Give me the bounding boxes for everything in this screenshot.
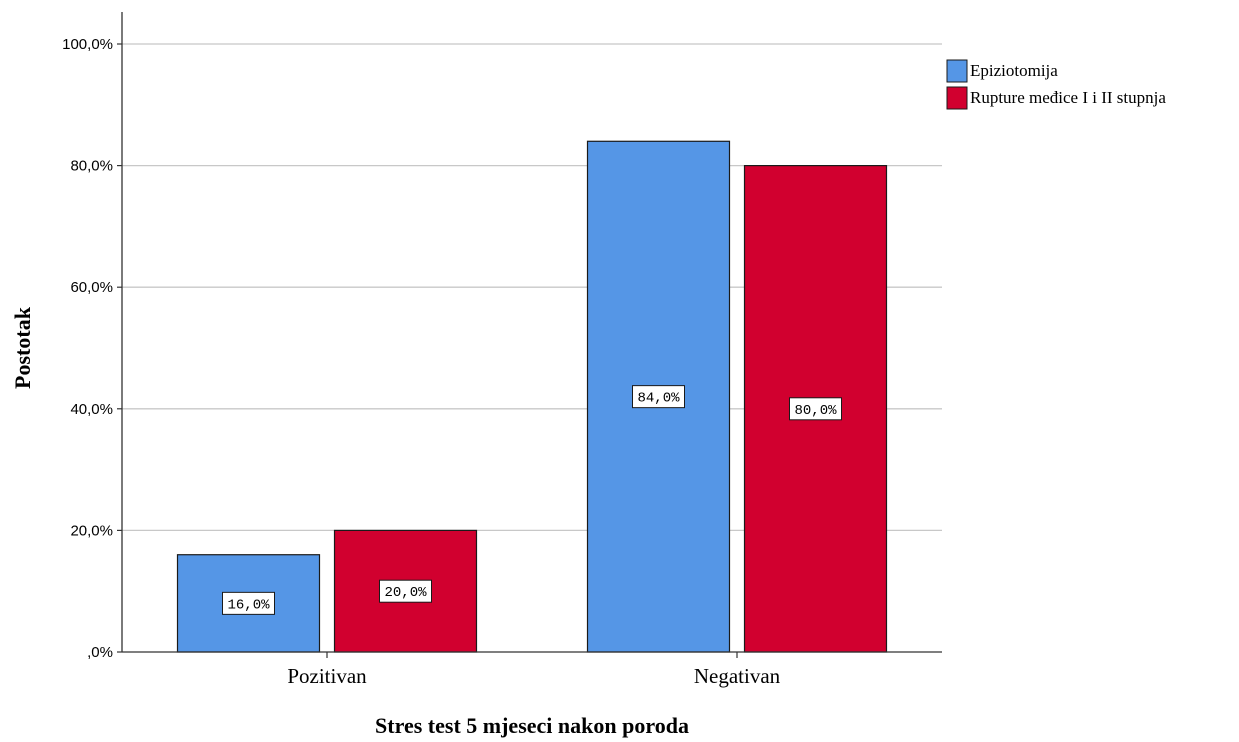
legend-label: Epiziotomija	[970, 61, 1058, 80]
data-label-box	[379, 579, 432, 603]
data-label: 20,0%	[384, 585, 427, 601]
data-label: 84,0%	[637, 391, 680, 407]
y-tick-label: 60,0%	[70, 279, 113, 296]
y-tick-label: 100,0%	[62, 36, 113, 53]
y-tick-label: 20,0%	[70, 522, 113, 539]
y-tick-label: 80,0%	[70, 158, 113, 175]
y-tick-label: 40,0%	[70, 401, 113, 418]
data-label-box	[789, 397, 842, 421]
data-label: 80,0%	[794, 403, 837, 419]
x-axis-title: Stres test 5 mjeseci nakon poroda	[375, 713, 689, 738]
legend-label: Rupture međice I i II stupnja	[970, 88, 1166, 107]
legend: Epiziotomija Rupture međice I i II stupnj…	[946, 59, 1166, 110]
x-category-label: Negativan	[694, 664, 781, 688]
axes	[117, 12, 942, 658]
y-axis-tick-labels: ,0% 20,0% 40,0% 60,0% 80,0% 100,0%	[62, 36, 113, 661]
x-category-label: Pozitivan	[287, 664, 367, 688]
legend-swatch	[946, 86, 968, 110]
x-axis-category-labels: Pozitivan Negativan	[287, 664, 780, 688]
data-label-box	[632, 385, 685, 409]
data-label: 16,0%	[227, 597, 270, 613]
bars	[176, 140, 888, 653]
y-tick-label: ,0%	[87, 644, 113, 661]
y-axis-title: Postotak	[10, 306, 35, 389]
data-label-box	[222, 591, 275, 615]
data-labels: 16,0% 20,0% 84,0% 80,0%	[222, 385, 842, 615]
legend-swatch	[946, 59, 968, 83]
